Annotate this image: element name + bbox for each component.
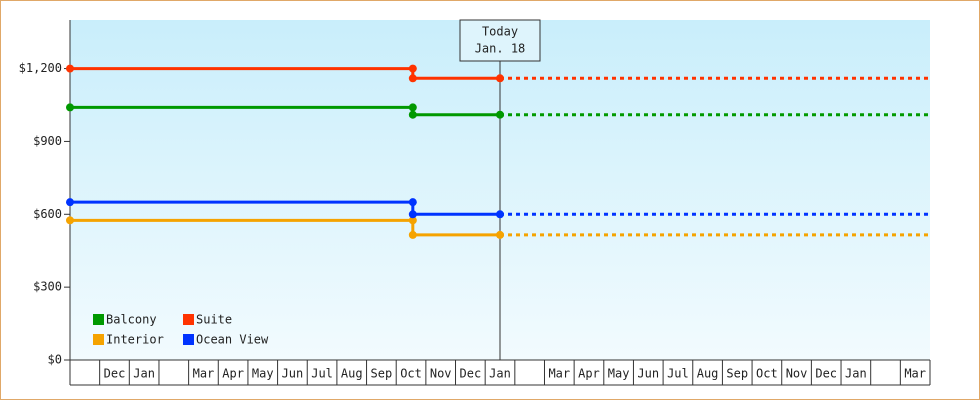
- x-tick-label: Dec: [104, 367, 126, 381]
- x-tick-label: Jun: [637, 367, 659, 381]
- x-tick-label: Jun: [282, 367, 304, 381]
- point: [66, 103, 74, 112]
- today-label: Jan. 18: [475, 42, 526, 56]
- y-tick-label: $0: [48, 353, 62, 367]
- point: [496, 110, 504, 119]
- point: [66, 216, 74, 225]
- x-tick-label: Dec: [815, 367, 837, 381]
- point: [66, 64, 74, 73]
- point: [496, 230, 504, 239]
- x-tick-label: Jan: [845, 367, 867, 381]
- y-tick-label: $900: [33, 134, 62, 148]
- x-tick-label: Sep: [726, 367, 748, 381]
- x-tick-label: Dec: [460, 367, 482, 381]
- series-line: [70, 200, 500, 216]
- series-line: [70, 67, 500, 80]
- legend-swatch: [183, 334, 194, 345]
- point: [66, 198, 74, 207]
- legend-swatch: [93, 314, 104, 325]
- point: [408, 230, 417, 239]
- x-tick-label: May: [252, 367, 274, 381]
- x-tick-label: Apr: [578, 367, 600, 381]
- legend-swatch: [183, 314, 194, 325]
- x-tick-label: Sep: [371, 367, 393, 381]
- point: [408, 198, 417, 207]
- x-tick-label: Aug: [697, 367, 719, 381]
- y-tick-label: $300: [33, 280, 62, 294]
- x-tick-label: Nov: [786, 367, 808, 381]
- x-tick-label: Jan: [489, 367, 511, 381]
- legend-swatch: [93, 334, 104, 345]
- x-tick-label: Oct: [756, 367, 778, 381]
- point: [496, 210, 504, 219]
- x-tick-label: Jul: [311, 367, 333, 381]
- point: [408, 64, 417, 73]
- legend-label: Ocean View: [196, 333, 269, 347]
- x-tick-label: May: [608, 367, 630, 381]
- point: [408, 216, 417, 225]
- point: [408, 110, 417, 119]
- x-tick-label: Oct: [400, 367, 422, 381]
- point: [496, 74, 504, 83]
- today-box: [459, 19, 541, 62]
- point: [408, 103, 417, 112]
- x-tick-label: Jan: [133, 367, 155, 381]
- y-tick-label: $1,200: [19, 61, 62, 75]
- legend-label: Suite: [196, 313, 232, 327]
- x-tick-label: Mar: [193, 367, 215, 381]
- legend-label: Balcony: [106, 313, 157, 327]
- x-tick-label: Apr: [222, 367, 244, 381]
- x-tick-label: Aug: [341, 367, 363, 381]
- y-tick-label: $600: [33, 207, 62, 221]
- x-tick-label: Mar: [548, 367, 570, 381]
- x-tick-label: Mar: [904, 367, 926, 381]
- x-tick-label: Jul: [667, 367, 689, 381]
- series-line: [70, 218, 500, 237]
- x-tick-label: Nov: [430, 367, 452, 381]
- point: [408, 74, 417, 83]
- today-label: Today: [482, 25, 518, 39]
- point: [408, 210, 417, 219]
- legend-label: Interior: [106, 333, 164, 347]
